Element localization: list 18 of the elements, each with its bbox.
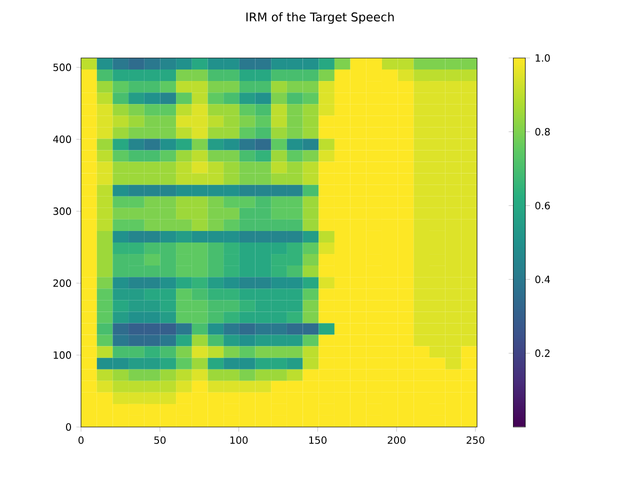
color-bar-label: 1.0	[536, 54, 550, 62]
y-tick-label: 0	[66, 423, 72, 431]
color-bar-label: 0.2	[535, 349, 550, 357]
y-tick-label: 100	[54, 351, 72, 359]
y-tick-label: 300	[53, 207, 72, 215]
chart-title: IRM of the Target Speech	[246, 12, 394, 24]
x-tick-label: 0	[78, 436, 84, 444]
x-tick-label: 50	[154, 436, 166, 444]
color-bar-label: 0.8	[535, 128, 550, 136]
x-tick-label: 100	[230, 436, 248, 444]
x-tick-label: 200	[388, 436, 406, 444]
y-tick-label: 400	[53, 135, 72, 144]
color-bar-label: 0.4	[535, 276, 550, 284]
y-tick-label: 500	[53, 64, 72, 72]
x-tick-label: 250	[466, 436, 484, 444]
color-bar-label: 0.6	[535, 202, 550, 210]
y-tick-label: 200	[53, 279, 72, 287]
x-tick-label: 150	[309, 436, 327, 444]
